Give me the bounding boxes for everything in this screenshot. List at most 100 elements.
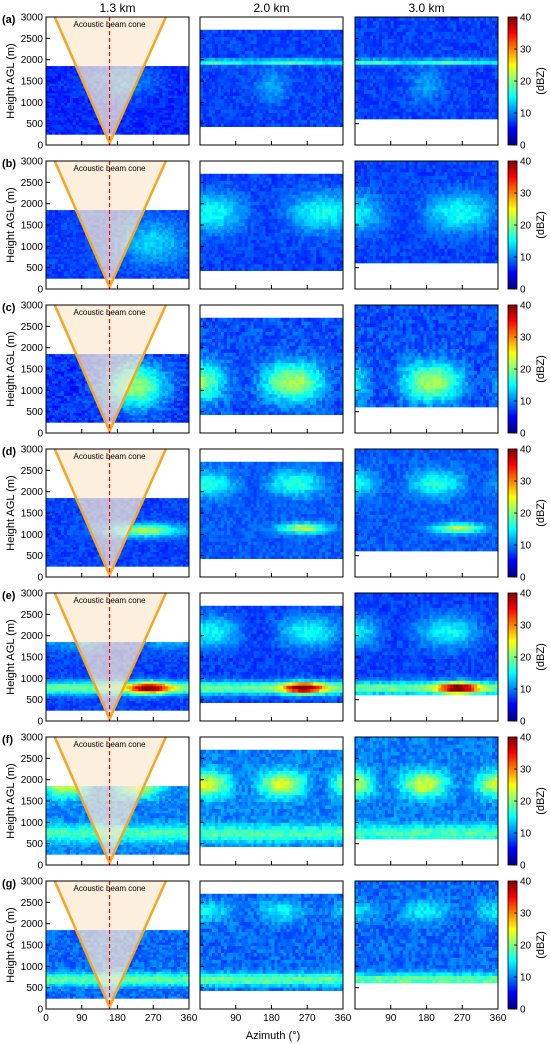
heatmap-cell bbox=[165, 78, 168, 81]
heatmap-cell bbox=[138, 129, 141, 132]
heatmap-cell bbox=[168, 127, 171, 130]
heatmap-cell bbox=[206, 99, 209, 103]
heatmap-cell bbox=[403, 93, 406, 97]
heatmap-cell bbox=[418, 83, 421, 87]
heatmap-cell bbox=[316, 82, 319, 86]
heatmap-cell bbox=[156, 69, 159, 72]
heatmap-cell bbox=[174, 127, 177, 130]
heatmap-cell bbox=[126, 127, 129, 130]
heatmap-cell bbox=[477, 53, 480, 57]
heatmap-cell bbox=[144, 69, 147, 72]
heatmap-cell bbox=[254, 123, 257, 127]
heatmap-cell bbox=[180, 66, 183, 69]
heatmap-cell bbox=[298, 96, 301, 100]
heatmap-cell bbox=[295, 123, 298, 127]
heatmap-cell bbox=[471, 68, 474, 72]
heatmap-cell bbox=[409, 112, 412, 116]
heatmap-cell bbox=[480, 93, 483, 97]
heatmap-cell bbox=[221, 96, 224, 100]
heatmap-cell bbox=[209, 113, 212, 117]
heatmap-cell bbox=[260, 102, 263, 106]
heatmap-cell bbox=[289, 61, 292, 65]
heatmap-cell bbox=[453, 64, 456, 68]
heatmap-cell bbox=[153, 115, 156, 118]
heatmap-cell bbox=[277, 40, 280, 44]
heatmap-cell bbox=[489, 101, 492, 105]
heatmap-cell bbox=[298, 123, 301, 127]
heatmap-cell bbox=[212, 47, 215, 51]
heatmap-cell bbox=[245, 30, 248, 34]
heatmap-cell bbox=[206, 120, 209, 124]
heatmap-cell bbox=[432, 97, 435, 101]
heatmap-cell bbox=[403, 53, 406, 57]
heatmap-cell bbox=[328, 113, 331, 117]
heatmap-cell bbox=[224, 113, 227, 117]
heatmap-cell bbox=[391, 86, 394, 90]
heatmap-cell bbox=[135, 105, 138, 108]
heatmap-cell bbox=[171, 117, 174, 120]
heatmap-cell bbox=[272, 47, 275, 51]
heatmap-cell bbox=[159, 71, 162, 74]
heatmap-cell bbox=[239, 37, 242, 41]
heatmap-cell bbox=[304, 47, 307, 51]
heatmap-cell bbox=[364, 79, 367, 83]
heatmap-cell bbox=[337, 51, 340, 55]
heatmap-cell bbox=[418, 104, 421, 108]
heatmap-cell bbox=[260, 71, 263, 75]
heatmap-cell bbox=[251, 96, 254, 100]
heatmap-cell bbox=[358, 57, 361, 61]
heatmap-cell bbox=[283, 120, 286, 124]
heatmap-cell bbox=[174, 66, 177, 69]
heatmap-cell bbox=[334, 51, 337, 55]
heatmap-cell bbox=[394, 97, 397, 101]
heatmap-cell bbox=[474, 115, 477, 119]
heatmap-cell bbox=[319, 30, 322, 34]
heatmap-cell bbox=[159, 115, 162, 118]
heatmap-cell bbox=[263, 92, 266, 96]
heatmap-cell bbox=[239, 57, 242, 61]
heatmap-cell bbox=[61, 105, 64, 108]
heatmap-cell bbox=[421, 97, 424, 101]
heatmap-cell bbox=[400, 93, 403, 97]
heatmap-cell bbox=[100, 129, 103, 132]
heatmap-cell bbox=[245, 57, 248, 61]
heatmap-cell bbox=[304, 89, 307, 93]
heatmap-cell bbox=[153, 103, 156, 106]
heatmap-cell bbox=[245, 123, 248, 127]
heatmap-cell bbox=[79, 83, 82, 86]
heatmap-cell bbox=[180, 95, 183, 98]
heatmap-cell bbox=[388, 64, 391, 68]
heatmap-cell bbox=[403, 57, 406, 61]
heatmap-cell bbox=[334, 57, 337, 61]
heatmap-cell bbox=[257, 113, 260, 117]
heatmap-cell bbox=[325, 113, 328, 117]
heatmap-cell bbox=[150, 69, 153, 72]
heatmap-cell bbox=[135, 120, 138, 123]
heatmap-cell bbox=[441, 68, 444, 72]
heatmap-cell bbox=[224, 54, 227, 58]
heatmap-cell bbox=[242, 89, 245, 93]
heatmap-cell bbox=[319, 99, 322, 103]
heatmap-cell bbox=[361, 61, 364, 65]
heatmap-cell bbox=[203, 92, 206, 96]
heatmap-cell bbox=[227, 71, 230, 75]
heatmap-cell bbox=[251, 61, 254, 65]
heatmap-cell bbox=[459, 79, 462, 83]
heatmap-cell bbox=[474, 64, 477, 68]
heatmap-cell bbox=[283, 71, 286, 75]
heatmap-cell bbox=[168, 115, 171, 118]
heatmap-cell bbox=[135, 88, 138, 91]
heatmap-cell bbox=[76, 86, 79, 89]
heatmap-cell bbox=[55, 132, 58, 135]
heatmap-cell bbox=[183, 112, 186, 115]
heatmap-cell bbox=[251, 85, 254, 89]
heatmap-cell bbox=[129, 108, 132, 111]
heatmap-cell bbox=[432, 101, 435, 105]
heatmap-cell bbox=[135, 132, 138, 135]
heatmap-cell bbox=[486, 64, 489, 68]
heatmap-cell bbox=[370, 50, 373, 54]
heatmap-cell bbox=[325, 68, 328, 72]
heatmap-cell bbox=[361, 93, 364, 97]
heatmap-cell bbox=[165, 112, 168, 115]
heatmap-cell bbox=[415, 83, 418, 87]
